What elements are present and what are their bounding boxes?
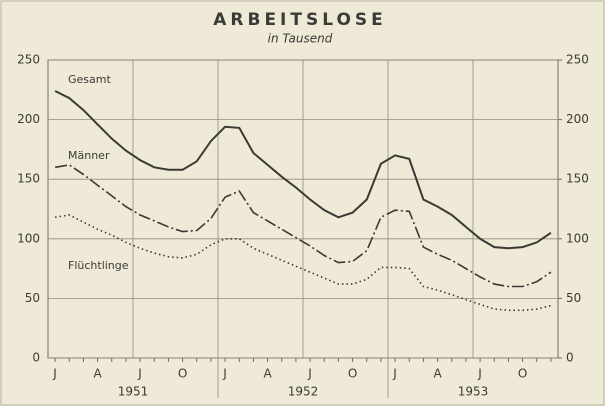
y-tick-label: 0 xyxy=(32,351,40,365)
x-tick-label: J xyxy=(137,367,142,381)
x-tick-label: O xyxy=(178,367,187,381)
x-tick-label: J xyxy=(52,367,57,381)
chart-subtitle: in Tausend xyxy=(268,32,333,46)
y-tick-label: 200 xyxy=(17,112,40,126)
y-tick-label: 50 xyxy=(25,291,40,305)
y-tick-label: 100 xyxy=(17,231,40,245)
x-tick-label: J xyxy=(392,367,397,381)
y-tick-label: 150 xyxy=(17,172,40,186)
x-tick-label: O xyxy=(348,367,357,381)
x-tick-label: O xyxy=(518,367,527,381)
y2-tick-label: 150 xyxy=(566,172,589,186)
series-line xyxy=(54,164,552,288)
year-label: 1951 xyxy=(118,385,149,399)
series-line xyxy=(54,214,552,312)
y2-tick-label: 0 xyxy=(566,351,574,365)
series-label: Gesamt xyxy=(68,73,111,86)
y2-tick-label: 250 xyxy=(566,53,589,67)
x-tick-label: A xyxy=(433,367,442,381)
x-tick-label: J xyxy=(222,367,227,381)
year-label: 1952 xyxy=(288,385,319,399)
year-label: 1953 xyxy=(458,385,489,399)
y-tick-label: 250 xyxy=(17,53,40,67)
x-tick-label: J xyxy=(477,367,482,381)
chart-title: ARBEITSLOSE xyxy=(213,10,387,30)
series-label: Flüchtlinge xyxy=(68,259,129,272)
y2-tick-label: 200 xyxy=(566,112,589,126)
series-label: Männer xyxy=(68,149,110,162)
x-tick-label: A xyxy=(93,367,102,381)
y2-tick-label: 50 xyxy=(566,291,581,305)
x-tick-label: J xyxy=(307,367,312,381)
x-tick-label: A xyxy=(263,367,272,381)
series-line xyxy=(54,90,552,250)
y2-tick-label: 100 xyxy=(566,231,589,245)
